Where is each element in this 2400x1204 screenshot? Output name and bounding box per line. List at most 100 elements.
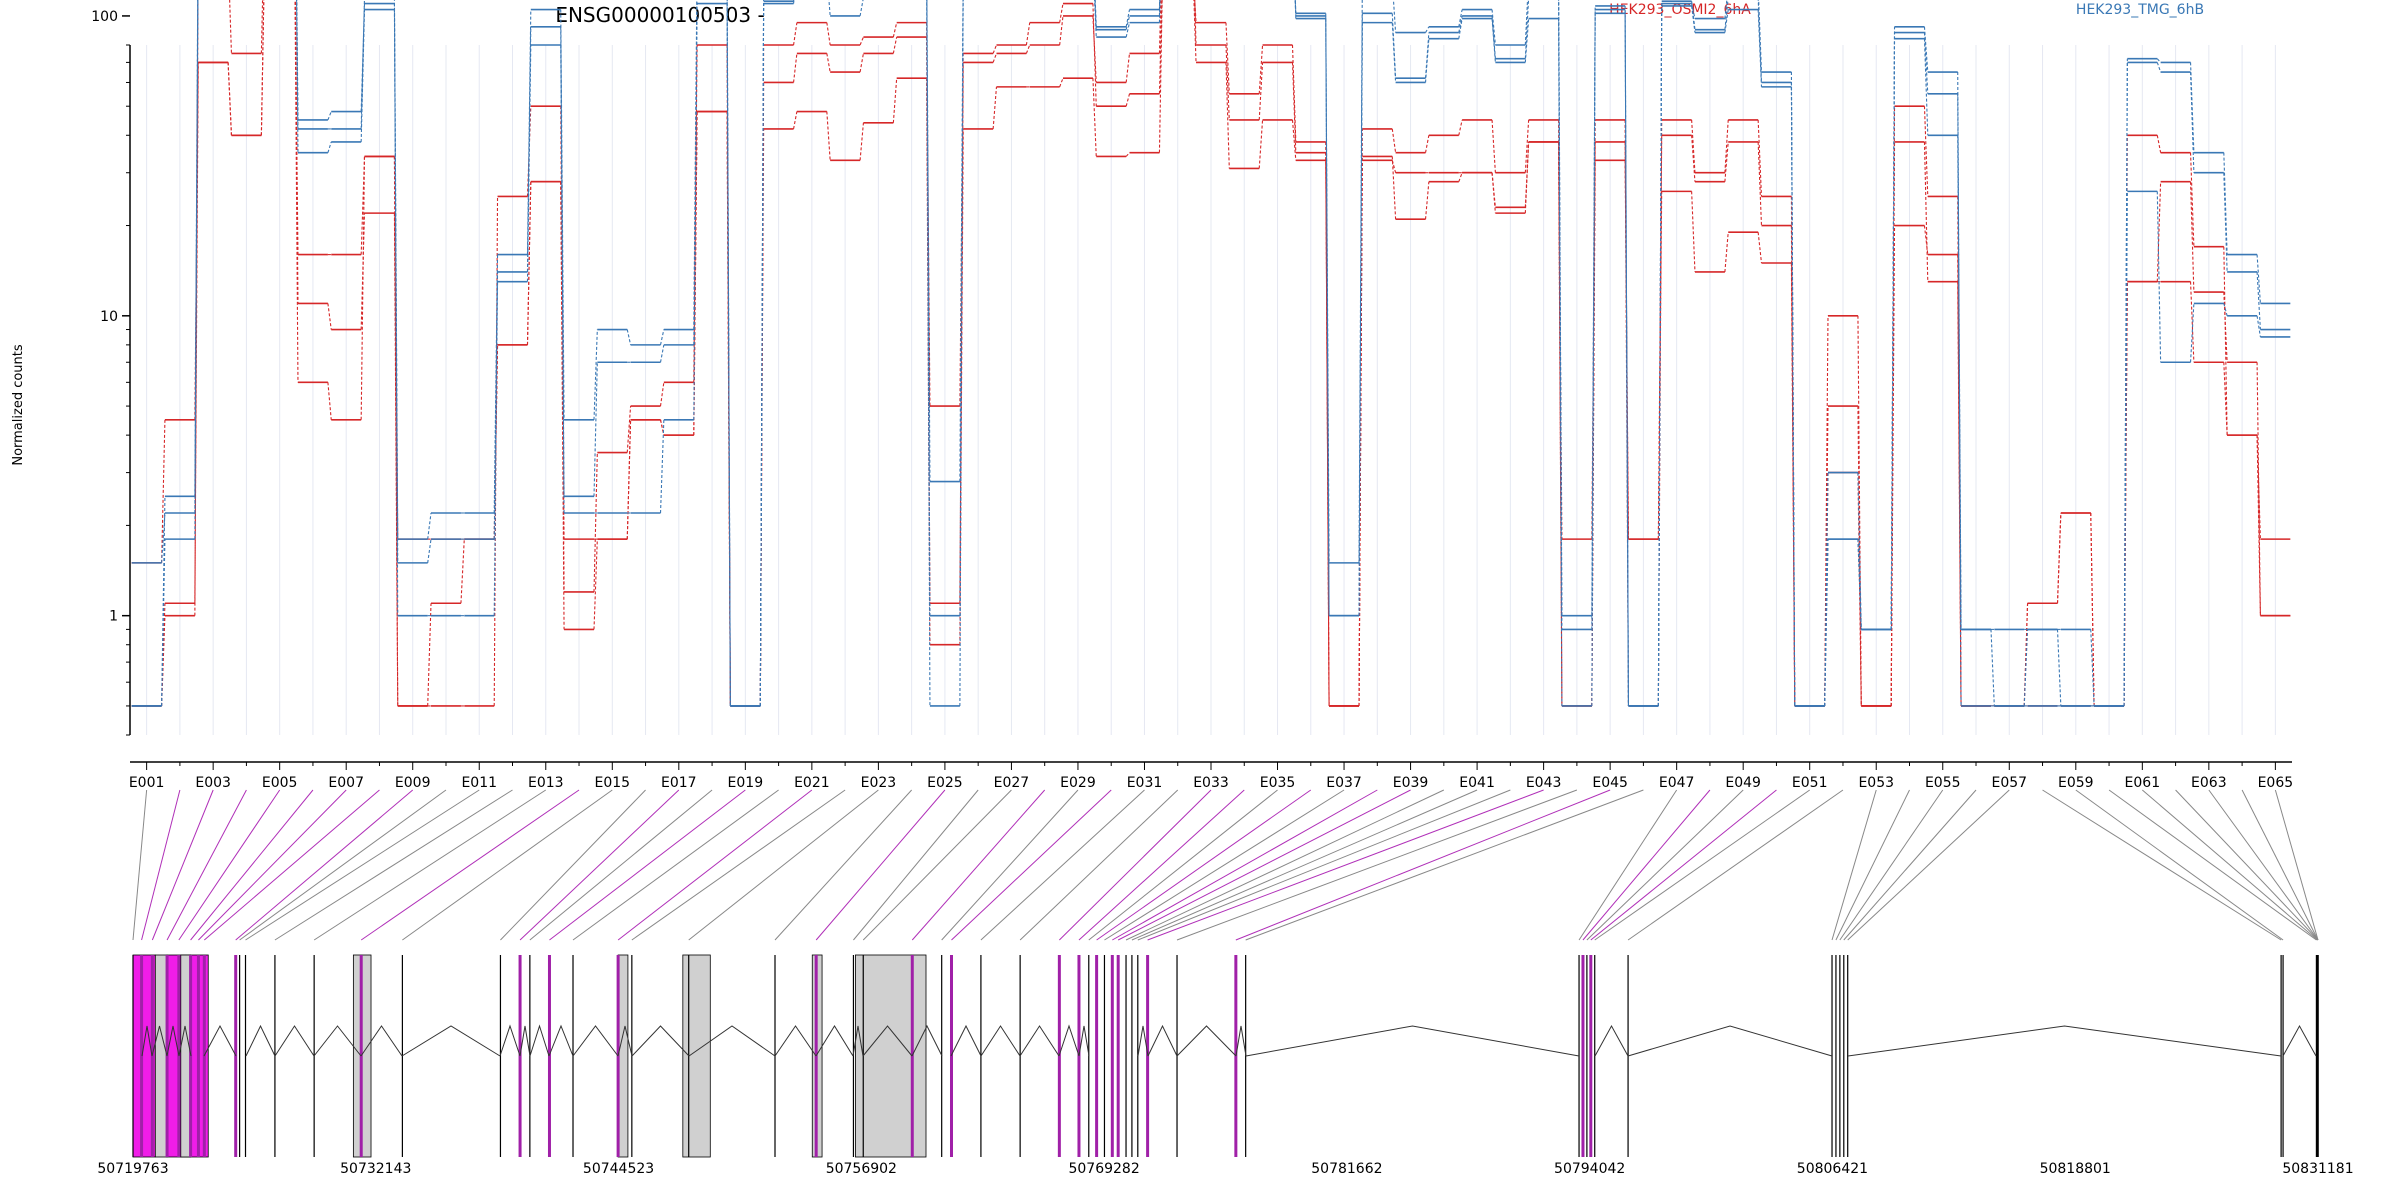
connector-E017 bbox=[519, 789, 680, 941]
x-tick-label-E035: E035 bbox=[1260, 775, 1296, 791]
connector-E024 bbox=[774, 789, 913, 941]
connector-E058 bbox=[2042, 789, 2282, 941]
genomic-coordinate-axis: 50719763 50732143 50744523 50756902 50769282… bbox=[97, 1161, 2353, 1177]
series-5-link-49 bbox=[1790, 86, 1796, 706]
series-0-link-14 bbox=[626, 406, 632, 453]
series-5-link-38 bbox=[1424, 38, 1430, 83]
intron-24 bbox=[815, 1025, 854, 1057]
intron-4 bbox=[178, 1025, 192, 1057]
series-0-link-28 bbox=[1092, 3, 1097, 107]
series-3-link-47 bbox=[1724, 0, 1728, 19]
series-5-link-34 bbox=[1294, 0, 1297, 19]
series-5-link-46 bbox=[1691, 5, 1696, 33]
series-0-link-20 bbox=[826, 22, 831, 46]
coordinate-label-1: 50732143 bbox=[340, 1161, 411, 1177]
series-2-link-45 bbox=[1657, 191, 1663, 540]
series-0-link-33 bbox=[1258, 44, 1264, 94]
series-5-link-56 bbox=[2023, 629, 2029, 706]
series-0-link-26 bbox=[1025, 22, 1031, 46]
connector-E049 bbox=[1586, 789, 1744, 941]
intron-20 bbox=[617, 1025, 633, 1057]
coordinate-label-7: 50806421 bbox=[1797, 1161, 1868, 1177]
connector-E064 bbox=[2241, 789, 2319, 941]
connector-E019 bbox=[549, 789, 746, 941]
series-4-link-41 bbox=[1524, 0, 1530, 59]
series-1-link-9 bbox=[460, 539, 465, 604]
series-5-link-24 bbox=[959, 0, 964, 706]
series-4-link-61 bbox=[2190, 72, 2195, 173]
coordinate-label-6: 50794042 bbox=[1554, 1161, 1625, 1177]
connector-E027 bbox=[862, 789, 1012, 941]
connector-E018 bbox=[529, 789, 713, 941]
x-tick-label-E011: E011 bbox=[461, 775, 497, 791]
series-3-link-62 bbox=[2223, 152, 2228, 255]
connector-E062 bbox=[2175, 789, 2319, 941]
series-2-link-31 bbox=[1193, 0, 1197, 63]
series-5-link-50 bbox=[1824, 539, 1829, 706]
series-1-link-60 bbox=[2156, 181, 2162, 282]
series-5-link-63 bbox=[2256, 315, 2261, 338]
x-axis: E001 E003 E005 E007 E009 E011 E013 E015 E017 E019… bbox=[129, 761, 2293, 791]
series-5-link-54 bbox=[1957, 135, 1962, 630]
series-1-link-3 bbox=[260, 0, 264, 54]
connector-E054 bbox=[1835, 789, 1910, 941]
connector-E051 bbox=[1594, 789, 1810, 941]
series-1-link-21 bbox=[859, 53, 864, 73]
series-5-link-20 bbox=[828, 0, 831, 16]
series-1-link-53 bbox=[1923, 141, 1929, 282]
series-4-link-58 bbox=[2090, 629, 2095, 706]
connector-E042 bbox=[1137, 789, 1511, 941]
series-1-link-13 bbox=[593, 539, 598, 630]
x-tick-label-E009: E009 bbox=[395, 775, 431, 791]
series-2-link-38 bbox=[1424, 181, 1430, 220]
series-2-link-21 bbox=[859, 122, 864, 161]
x-tick-label-E051: E051 bbox=[1792, 775, 1828, 791]
connector-E038 bbox=[1112, 789, 1378, 941]
y-tick-label-1: 1 bbox=[109, 609, 118, 625]
connector-E030 bbox=[951, 789, 1112, 941]
series-2-link-28 bbox=[1092, 78, 1097, 157]
x-tick-label-E053: E053 bbox=[1858, 775, 1894, 791]
intron-2 bbox=[151, 1025, 168, 1057]
intron-12 bbox=[313, 1025, 362, 1057]
series-4-link-15 bbox=[659, 344, 665, 363]
series-2-link-29 bbox=[1125, 152, 1130, 157]
exon-block-1 bbox=[154, 954, 168, 1158]
intron-31 bbox=[1019, 1025, 1060, 1057]
connector-E009 bbox=[235, 789, 414, 941]
series-0-link-30 bbox=[1158, 0, 1163, 94]
y-axis-label: Normalized counts bbox=[11, 344, 26, 466]
series-1-link-47 bbox=[1724, 141, 1729, 182]
series-2-link-33 bbox=[1258, 119, 1264, 169]
series-0-link-25 bbox=[992, 44, 997, 54]
series-2-link-15 bbox=[659, 419, 665, 436]
intron-14 bbox=[401, 1025, 501, 1057]
connector-E010 bbox=[239, 789, 447, 941]
series-2-link-57 bbox=[2056, 512, 2062, 604]
x-tick-label-E001: E001 bbox=[129, 775, 165, 791]
x-tick-label-E031: E031 bbox=[1127, 775, 1163, 791]
series-0-link-38 bbox=[1424, 135, 1430, 153]
series-1-link-26 bbox=[1025, 44, 1031, 54]
series-4-link-6 bbox=[360, 0, 365, 129]
series-1-link-46 bbox=[1691, 135, 1696, 182]
series-0-link-19 bbox=[793, 22, 798, 46]
intron-17 bbox=[529, 1024, 550, 1057]
series-5-link-59 bbox=[2123, 191, 2128, 706]
series-4-link-0 bbox=[161, 512, 166, 563]
series-2-link-5 bbox=[327, 382, 332, 420]
connector-E048 bbox=[1582, 789, 1711, 941]
connector-E014 bbox=[360, 789, 580, 941]
intron-23 bbox=[774, 1025, 817, 1057]
series-3-link-51 bbox=[1857, 472, 1862, 630]
connector-E036 bbox=[1096, 789, 1312, 941]
series-5-link-12 bbox=[560, 44, 565, 513]
series-5-link-57 bbox=[2056, 629, 2062, 706]
series-4-link-40 bbox=[1491, 15, 1496, 59]
x-tick-label-E041: E041 bbox=[1459, 775, 1495, 791]
series-5-link-5 bbox=[327, 141, 332, 153]
connector-E003 bbox=[151, 789, 214, 941]
connector-E045 bbox=[1235, 789, 1611, 941]
series-5-link-1 bbox=[194, 0, 199, 540]
x-tick-label-E013: E013 bbox=[528, 775, 564, 791]
